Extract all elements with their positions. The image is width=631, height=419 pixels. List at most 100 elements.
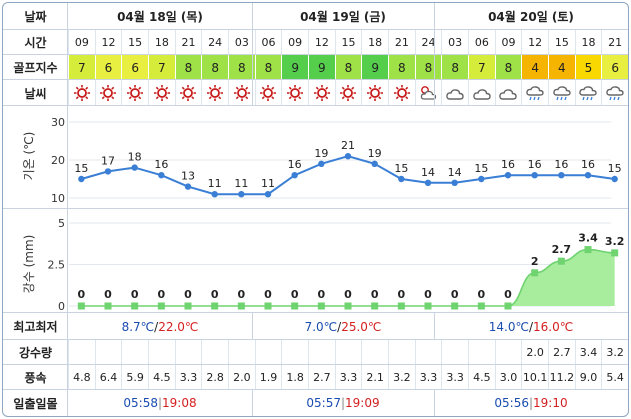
temp-y-tick: 30 xyxy=(51,116,65,129)
golf-index-cell: 7 xyxy=(68,55,95,80)
day-divider xyxy=(434,3,435,106)
rain-amount-row: 강수량 2.0 2.7 3.4 3.2 xyxy=(3,340,628,365)
hour-cell: 03 xyxy=(441,30,468,55)
golf-index-cell: 8 xyxy=(414,55,442,80)
day-3-low: 14.0℃ xyxy=(488,319,529,334)
rain-data-label: 0 xyxy=(131,288,139,301)
wind-speed-cell: 9.0 xyxy=(574,365,602,390)
grid-line xyxy=(3,29,628,30)
temp-point xyxy=(238,191,245,198)
sun-icon xyxy=(361,80,388,106)
grid-line xyxy=(3,389,628,390)
rain-point xyxy=(504,302,512,310)
temp-point xyxy=(131,164,138,171)
cloud-icon xyxy=(441,80,468,106)
day-2-high: 25.0℃ xyxy=(341,319,382,334)
temp-data-label: 19 xyxy=(314,147,328,160)
max-min-row: 최고최저 8.7℃/22.0℃ 7.0℃/25.0℃ 14.0℃/16.0℃ xyxy=(3,313,628,340)
rain-point xyxy=(104,302,112,310)
sun-icon xyxy=(201,80,228,106)
day-divider xyxy=(252,3,253,106)
rain-data-label: 0 xyxy=(264,288,272,301)
day-3-slash: / xyxy=(528,319,534,334)
day-2-slash: / xyxy=(337,319,342,334)
temperature-chart: 기온 (℃) 10 20 30 15 17 18 16 13 11 11 11 16 19 21 19 15 1… xyxy=(22,116,622,205)
wind-speed-cell: 4.5 xyxy=(148,365,175,390)
rain-amount-cell xyxy=(334,340,362,365)
golf-index-row-label: 골프지수 xyxy=(13,61,58,75)
rain-data-label: 0 xyxy=(451,288,459,301)
temp-data-label: 16 xyxy=(154,158,168,171)
cloud-rain-icon xyxy=(574,80,602,106)
rain-point xyxy=(131,302,139,310)
time-row: 시간 09 12 15 18 21 24 03 06 09 12 15 18 21 24 03 06 09 12 1… xyxy=(3,30,628,55)
temp-point xyxy=(611,175,618,183)
temp-data-label: 15 xyxy=(474,162,488,175)
day-1-pipe: | xyxy=(157,396,163,410)
rain-data-label: 0 xyxy=(398,288,406,301)
temp-data-label: 18 xyxy=(128,151,142,164)
day-3-label: 04월 20일 (토) xyxy=(488,10,574,24)
rain-point xyxy=(531,269,539,277)
rain-point xyxy=(557,257,565,265)
rain-point xyxy=(211,302,219,310)
wind-row: 풍속 4.8 6.4 5.9 4.5 3.3 2.8 2.0 1.9 1.8 2.7 3.3 2.1 3… xyxy=(3,365,628,390)
temp-point xyxy=(531,172,538,179)
hour-cell: 15 xyxy=(334,30,362,55)
rain-data-label: 0 xyxy=(158,288,166,301)
rain-point xyxy=(584,246,592,254)
hour-cell: 18 xyxy=(148,30,175,55)
time-row-label: 시간 xyxy=(24,36,47,50)
rain-axis-label: 강수 (mm) xyxy=(22,235,36,294)
hour-cell: 15 xyxy=(548,30,575,55)
day-3-high: 16.0℃ xyxy=(533,319,574,334)
rain-amount-cell xyxy=(121,340,148,365)
temp-data-label: 13 xyxy=(181,170,195,183)
hour-cell: 06 xyxy=(254,30,282,55)
weather-row-label: 날씨 xyxy=(24,86,47,101)
rain-amount-cell xyxy=(441,340,468,365)
temp-data-label: 21 xyxy=(341,139,355,152)
rain-amount-cell: 3.4 xyxy=(574,340,602,365)
temp-point xyxy=(318,160,325,167)
golf-index-cell: 8 xyxy=(254,55,282,80)
rain-amount-cell xyxy=(388,340,415,365)
wind-speed-cell: 1.8 xyxy=(281,365,308,390)
rain-data-label: 0 xyxy=(291,288,299,301)
rain-amount-cell: 2.0 xyxy=(521,340,548,365)
sunrise-sunset-row-label: 일출일몰 xyxy=(13,396,58,411)
day-1-max-min: 8.7℃/22.0℃ xyxy=(68,313,252,340)
golf-index-cell: 8 xyxy=(201,55,228,80)
hour-cell: 21 xyxy=(601,30,628,55)
rain-point xyxy=(317,302,325,310)
temp-point xyxy=(424,179,432,186)
golf-index-cell: 6 xyxy=(121,55,148,80)
hour-cell: 24 xyxy=(414,30,442,55)
temp-data-label: 19 xyxy=(368,147,382,160)
temp-data-label: 17 xyxy=(101,154,115,167)
wind-speed-cell: 3.3 xyxy=(174,365,202,390)
hour-cell: 09 xyxy=(281,30,308,55)
wind-speed-cell: 3.3 xyxy=(441,365,468,390)
sun-icon xyxy=(254,80,282,106)
wind-speed-cell: 3.3 xyxy=(334,365,362,390)
rain-point xyxy=(344,302,352,310)
rain-amount-row-label: 강수량 xyxy=(18,346,53,360)
temp-data-label: 16 xyxy=(528,158,542,171)
temp-point xyxy=(558,172,565,179)
grid-line xyxy=(3,364,628,365)
grid-line xyxy=(3,105,628,106)
golf-index-cell: 4 xyxy=(521,55,548,80)
hour-cell: 09 xyxy=(494,30,522,55)
sunrise-sunset-row: 일출일몰 05:58 | 19:08 05:57 | 19:09 05:56 | 19:10 xyxy=(3,390,628,416)
rain-data-label: 0 xyxy=(238,288,246,301)
golf-index-cell: 8 xyxy=(494,55,522,80)
grid-line xyxy=(3,79,628,80)
day-2-sun: 05:57 | 19:09 xyxy=(252,390,434,416)
wind-speed-cell: 2.8 xyxy=(201,365,228,390)
rain-amount-cell xyxy=(468,340,495,365)
temp-point xyxy=(264,191,272,198)
golf-index-cell: 9 xyxy=(308,55,335,80)
golf-index-cell: 6 xyxy=(601,55,628,80)
hour-cell: 18 xyxy=(574,30,602,55)
